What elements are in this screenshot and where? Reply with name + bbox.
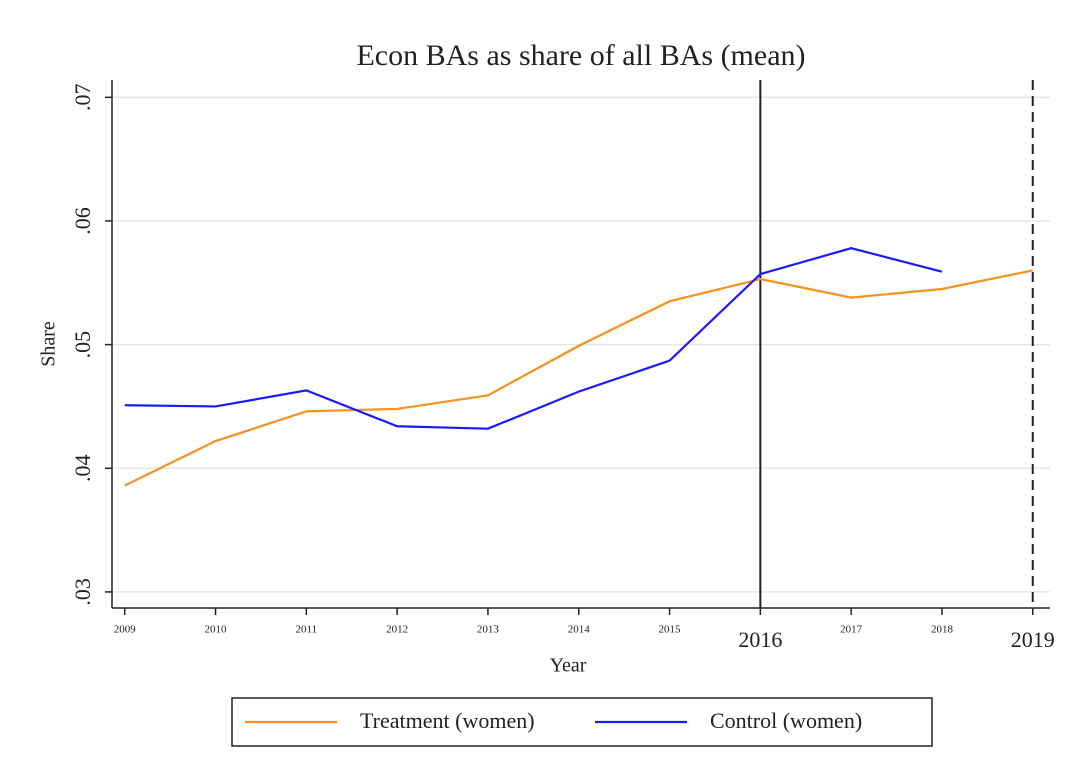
legend-box	[231, 697, 933, 747]
x-tick-label: 2014	[568, 624, 591, 636]
chart-title: Econ BAs as share of all BAs (mean)	[356, 39, 805, 72]
x-tick-label: 2010	[205, 624, 228, 636]
series-line	[124, 247, 943, 430]
legend-label: Treatment (women)	[360, 708, 535, 733]
x-tick-label: 2012	[386, 624, 408, 636]
x-tick-label: 2015	[659, 624, 682, 636]
series-line	[124, 269, 1033, 487]
legend-label: Control (women)	[710, 708, 862, 733]
y-tick-label: .05	[70, 331, 95, 359]
x-tick-label: 2009	[114, 624, 137, 636]
y-tick-label: .03	[70, 578, 95, 606]
y-tick-label: .06	[70, 207, 95, 235]
y-axis-label: Share	[38, 321, 60, 367]
y-tick-label: .04	[70, 455, 95, 483]
x-tick-label: 2013	[477, 624, 500, 636]
x-tick-label: 2019	[1011, 627, 1055, 652]
y-tick-label: .07	[70, 84, 95, 112]
x-tick-label: 2017	[840, 624, 863, 636]
x-tick-label: 2011	[296, 624, 318, 636]
x-tick-label: 2018	[931, 624, 954, 636]
x-tick-label: 2016	[738, 627, 782, 652]
x-axis-label: Year	[550, 655, 587, 677]
